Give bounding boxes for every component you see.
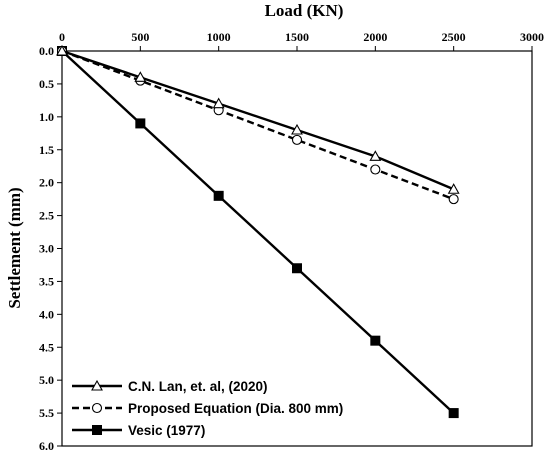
y-tick-label: 0.0 xyxy=(39,44,54,58)
x-tick-label: 0 xyxy=(59,30,65,44)
x-tick-label: 2500 xyxy=(442,30,466,44)
legend-item: Proposed Equation (Dia. 800 mm) xyxy=(72,401,343,416)
y-tick-label: 2.0 xyxy=(39,176,54,190)
series-line xyxy=(61,49,455,191)
legend-label: Vesic (1977) xyxy=(128,423,205,438)
legend-label: Proposed Equation (Dia. 800 mm) xyxy=(128,401,343,416)
series-group xyxy=(56,44,460,419)
y-tick-label: 0.5 xyxy=(39,77,54,91)
triangle-marker xyxy=(291,123,303,135)
square-marker xyxy=(292,263,302,274)
triangle-marker xyxy=(369,150,382,161)
square-marker xyxy=(213,190,224,201)
legend-label: C.N. Lan, et. al, (2020) xyxy=(128,379,268,394)
y-tick-label: 1.5 xyxy=(39,143,54,157)
series-1 xyxy=(56,44,460,194)
square-marker xyxy=(135,118,146,129)
triangle-marker xyxy=(91,379,103,391)
triangle-marker xyxy=(212,97,225,109)
series-line xyxy=(61,50,455,414)
triangle-marker xyxy=(134,71,147,82)
x-tick-label: 2000 xyxy=(363,30,387,44)
y-tick-label: 2.5 xyxy=(39,209,54,223)
square-marker xyxy=(92,425,102,435)
circle-marker xyxy=(91,402,103,414)
circle-marker xyxy=(370,164,381,175)
x-tick-label: 1500 xyxy=(285,30,309,44)
axis-ticks: 0 500 1000 1500 2000 2500 3000 0.0 0.5 1.0 1.5 2.0 2… xyxy=(39,30,544,453)
legend-item: C.N. Lan, et. al, (2020) xyxy=(72,379,268,394)
square-marker xyxy=(448,408,459,419)
x-tick-label: 1000 xyxy=(207,30,231,44)
y-tick-label: 5.0 xyxy=(39,373,54,387)
triangle-marker xyxy=(447,183,460,194)
y-tick-label: 4.5 xyxy=(39,340,54,354)
x-tick-label: 500 xyxy=(131,30,149,44)
circle-marker xyxy=(291,134,303,145)
legend-item: Vesic (1977) xyxy=(72,423,205,438)
y-tick-label: 3.5 xyxy=(39,274,54,288)
x-axis-title: Load (KN) xyxy=(265,1,344,20)
y-tick-label: 6.0 xyxy=(39,439,54,453)
legend: C.N. Lan, et. al, (2020) Proposed Equatio… xyxy=(72,379,343,438)
x-tick-label: 3000 xyxy=(520,30,544,44)
y-tick-label: 1.0 xyxy=(39,110,54,124)
series-line xyxy=(61,49,455,201)
triangle-marker xyxy=(56,44,68,56)
y-axis-title: Settlement (mm) xyxy=(5,187,24,308)
square-marker xyxy=(370,335,381,346)
y-tick-label: 5.5 xyxy=(39,406,54,420)
y-tick-label: 4.0 xyxy=(39,307,54,321)
y-tick-label: 3.0 xyxy=(39,242,54,256)
circle-marker xyxy=(448,194,459,205)
